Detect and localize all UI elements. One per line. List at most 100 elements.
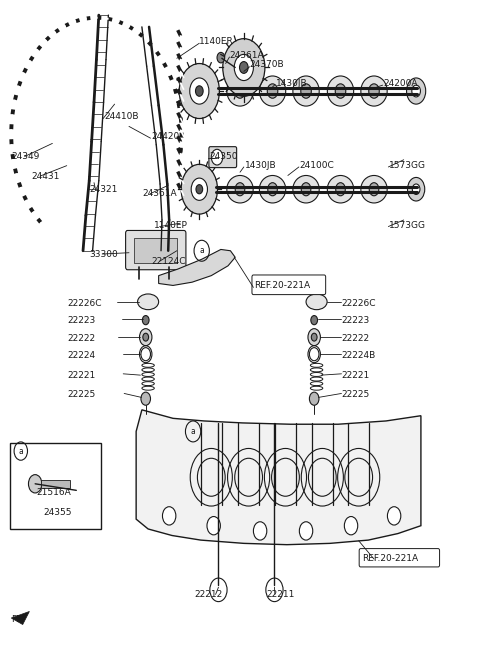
Ellipse shape (327, 76, 354, 106)
Circle shape (143, 333, 149, 341)
Circle shape (240, 62, 248, 73)
Circle shape (235, 182, 245, 195)
Text: 22223: 22223 (68, 316, 96, 325)
Text: 24361A: 24361A (229, 51, 264, 60)
Polygon shape (158, 249, 235, 285)
Ellipse shape (306, 294, 327, 310)
Circle shape (28, 475, 42, 493)
Ellipse shape (327, 175, 354, 203)
Circle shape (234, 54, 253, 81)
Circle shape (387, 506, 401, 525)
Text: a: a (191, 427, 195, 436)
Circle shape (179, 64, 219, 119)
Circle shape (141, 348, 151, 361)
Circle shape (266, 578, 283, 602)
Circle shape (190, 78, 209, 104)
Circle shape (253, 522, 267, 540)
Bar (41, 480, 70, 488)
Text: 22224B: 22224B (341, 351, 376, 360)
Circle shape (310, 348, 319, 361)
Circle shape (235, 84, 245, 98)
Ellipse shape (293, 76, 319, 106)
Text: 21516A: 21516A (36, 489, 72, 497)
Circle shape (335, 84, 346, 98)
Text: 24355: 24355 (44, 508, 72, 517)
Text: 22222: 22222 (68, 334, 96, 343)
Circle shape (344, 516, 358, 535)
Circle shape (195, 86, 203, 96)
Text: 24349: 24349 (11, 152, 39, 161)
Ellipse shape (293, 175, 319, 203)
Circle shape (141, 392, 151, 405)
Bar (10, 443, 101, 529)
Circle shape (369, 182, 379, 195)
Circle shape (181, 165, 217, 214)
Circle shape (300, 522, 313, 540)
Text: 22211: 22211 (266, 590, 295, 599)
Circle shape (311, 316, 318, 325)
Text: 22225: 22225 (68, 390, 96, 399)
Circle shape (412, 184, 420, 194)
Circle shape (162, 506, 176, 525)
Text: 22225: 22225 (341, 390, 370, 399)
Text: 24410B: 24410B (104, 112, 139, 121)
Ellipse shape (138, 294, 158, 310)
Text: REF.20-221A: REF.20-221A (254, 281, 311, 290)
Circle shape (369, 84, 379, 98)
Text: 24200A: 24200A (384, 79, 418, 89)
Circle shape (207, 516, 220, 535)
Text: 22223: 22223 (341, 316, 370, 325)
Circle shape (191, 178, 207, 200)
Circle shape (336, 182, 345, 195)
Text: 1140ER: 1140ER (199, 37, 234, 46)
FancyBboxPatch shape (359, 548, 440, 567)
Text: 24370B: 24370B (250, 60, 284, 70)
Circle shape (412, 85, 420, 97)
Text: a: a (18, 447, 23, 455)
Text: 22124C: 22124C (152, 256, 186, 266)
Text: 22222: 22222 (341, 334, 370, 343)
Text: a: a (199, 246, 204, 255)
Text: 22221: 22221 (341, 371, 370, 380)
Text: 1140EP: 1140EP (154, 220, 188, 230)
Ellipse shape (227, 175, 253, 203)
Text: 22226C: 22226C (68, 298, 102, 308)
Text: 24350: 24350 (209, 152, 238, 161)
Text: FR.: FR. (11, 615, 25, 624)
Text: 1573GG: 1573GG (389, 220, 426, 230)
Ellipse shape (259, 76, 286, 106)
Circle shape (223, 39, 265, 96)
Circle shape (312, 333, 317, 341)
Text: 22221: 22221 (68, 371, 96, 380)
Circle shape (210, 578, 227, 602)
Text: 22224: 22224 (68, 351, 96, 360)
Ellipse shape (259, 175, 286, 203)
Text: 33300: 33300 (89, 249, 118, 258)
Polygon shape (11, 611, 29, 625)
Ellipse shape (361, 76, 387, 106)
Circle shape (301, 84, 312, 98)
Circle shape (407, 78, 426, 104)
FancyBboxPatch shape (126, 230, 186, 270)
Text: 1573GG: 1573GG (389, 161, 426, 170)
Circle shape (308, 329, 321, 346)
Ellipse shape (227, 76, 253, 106)
Polygon shape (136, 410, 421, 544)
Text: 24420: 24420 (152, 132, 180, 140)
Circle shape (143, 316, 149, 325)
Text: 24431: 24431 (32, 172, 60, 180)
Text: 24361A: 24361A (142, 190, 177, 198)
Circle shape (267, 84, 278, 98)
Circle shape (211, 150, 223, 165)
Circle shape (217, 52, 225, 63)
Ellipse shape (361, 175, 387, 203)
Circle shape (196, 184, 203, 194)
Text: 1430JB: 1430JB (245, 161, 276, 170)
Text: 1430JB: 1430JB (276, 79, 308, 89)
Circle shape (140, 329, 152, 346)
Text: 22226C: 22226C (341, 298, 376, 308)
FancyBboxPatch shape (252, 275, 325, 295)
Text: 22212: 22212 (194, 590, 223, 599)
Circle shape (310, 392, 319, 405)
Text: 24100C: 24100C (300, 161, 335, 170)
